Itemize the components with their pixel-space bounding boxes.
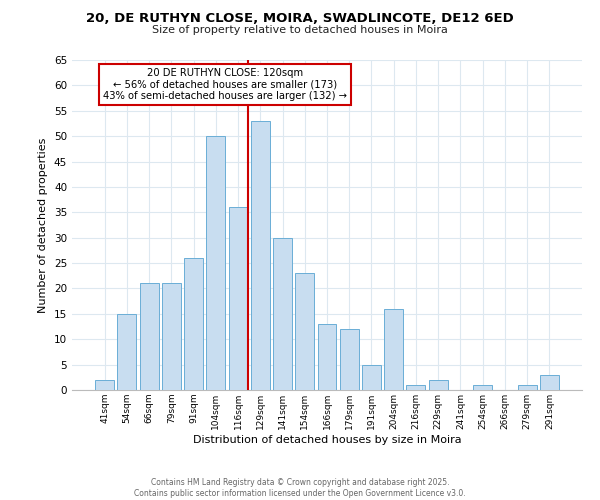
Text: 20, DE RUTHYN CLOSE, MOIRA, SWADLINCOTE, DE12 6ED: 20, DE RUTHYN CLOSE, MOIRA, SWADLINCOTE,… (86, 12, 514, 26)
Bar (118, 314, 136, 390)
Bar (384, 309, 403, 390)
Bar (206, 136, 225, 390)
Bar (95, 380, 114, 390)
Bar (406, 385, 425, 390)
Bar (229, 207, 248, 390)
Bar (251, 121, 270, 390)
X-axis label: Distribution of detached houses by size in Moira: Distribution of detached houses by size … (193, 434, 461, 444)
Y-axis label: Number of detached properties: Number of detached properties (38, 138, 49, 312)
Bar (162, 284, 181, 390)
Bar (473, 385, 492, 390)
Text: Size of property relative to detached houses in Moira: Size of property relative to detached ho… (152, 25, 448, 35)
Bar (295, 273, 314, 390)
Bar (362, 364, 381, 390)
Text: 20 DE RUTHYN CLOSE: 120sqm
← 56% of detached houses are smaller (173)
43% of sem: 20 DE RUTHYN CLOSE: 120sqm ← 56% of deta… (103, 68, 347, 102)
Bar (340, 329, 359, 390)
Bar (273, 238, 292, 390)
Bar (540, 375, 559, 390)
Text: Contains HM Land Registry data © Crown copyright and database right 2025.
Contai: Contains HM Land Registry data © Crown c… (134, 478, 466, 498)
Bar (140, 284, 158, 390)
Bar (518, 385, 536, 390)
Bar (184, 258, 203, 390)
Bar (429, 380, 448, 390)
Bar (317, 324, 337, 390)
